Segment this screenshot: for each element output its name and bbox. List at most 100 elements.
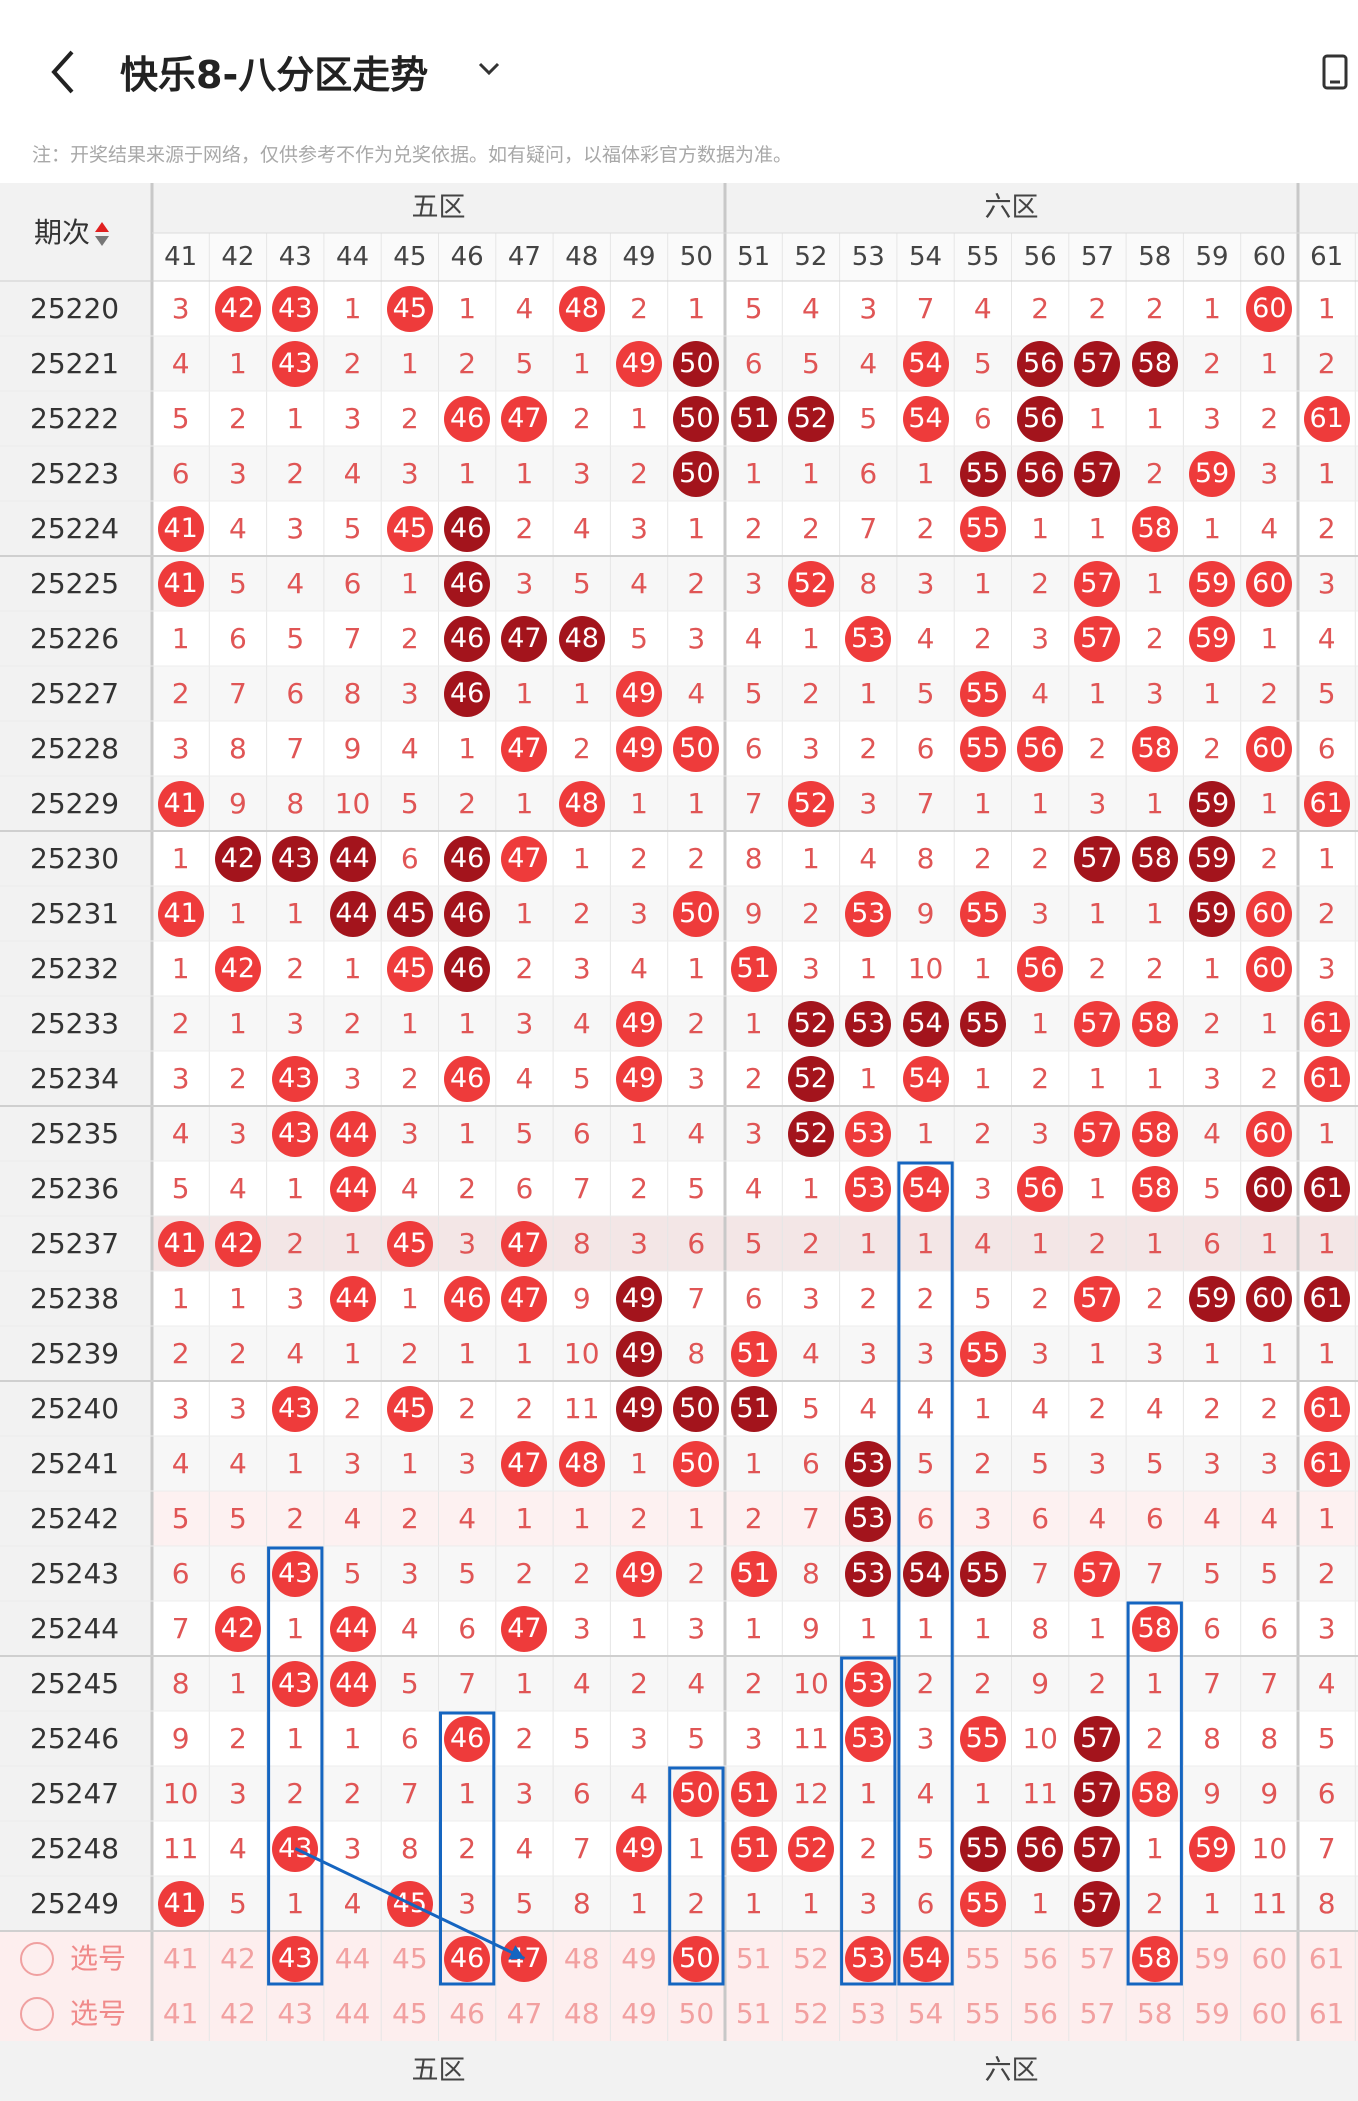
select-number[interactable]: 41 (162, 1942, 199, 1975)
miss-count: 3 (1260, 457, 1279, 490)
select-row-label[interactable]: 选号 (70, 1997, 127, 2030)
miss-count: 1 (973, 1392, 992, 1425)
select-number[interactable]: 59 (1194, 1942, 1230, 1975)
select-number[interactable]: 48 (563, 1942, 600, 1975)
select-number[interactable]: 49 (621, 1942, 657, 1975)
miss-count: 4 (744, 1172, 763, 1205)
hit-ball[interactable]: 58 (1131, 1935, 1178, 1982)
repeat-ball: 55 (959, 1000, 1006, 1047)
select-number[interactable]: 47 (506, 1997, 543, 2030)
select-number[interactable]: 46 (449, 1997, 485, 2030)
select-number[interactable]: 61 (1308, 1942, 1345, 1975)
hit-ball: 60 (1246, 890, 1293, 937)
column-number: 57 (1080, 242, 1114, 272)
select-number[interactable]: 57 (1079, 1942, 1116, 1975)
select-number[interactable]: 45 (392, 1997, 428, 2030)
hit-ball[interactable]: 47 (501, 1935, 548, 1982)
miss-count: 2 (515, 1557, 534, 1590)
miss-count: 2 (286, 1227, 305, 1260)
miss-count: 3 (744, 1117, 763, 1150)
miss-count: 1 (687, 787, 706, 820)
hit-ball: 57 (1074, 1550, 1121, 1597)
miss-count: 5 (171, 1172, 190, 1205)
select-number[interactable]: 48 (563, 1997, 600, 2030)
select-number[interactable]: 42 (220, 1997, 256, 2030)
miss-count: 6 (973, 402, 992, 435)
select-number[interactable]: 54 (907, 1997, 944, 2030)
row-bg (152, 611, 1358, 666)
miss-count: 1 (1317, 1502, 1336, 1535)
hit-ball[interactable]: 54 (902, 1935, 949, 1982)
miss-count: 1 (859, 1612, 878, 1645)
select-number[interactable]: 55 (965, 1942, 1001, 1975)
miss-count: 2 (973, 1667, 992, 1700)
hit-ball[interactable]: 50 (673, 1935, 720, 1982)
select-number[interactable]: 43 (277, 1997, 314, 2030)
select-number[interactable]: 51 (735, 1997, 772, 2030)
miss-count: 1 (1088, 1172, 1107, 1205)
repeat-ball: 55 (959, 1550, 1006, 1597)
repeat-ball: 46 (444, 945, 491, 992)
miss-count: 1 (859, 677, 878, 710)
select-number[interactable]: 59 (1194, 1997, 1230, 2030)
miss-count: 6 (1203, 1227, 1221, 1260)
miss-count: 1 (744, 457, 763, 490)
select-number[interactable]: 57 (1079, 1997, 1116, 2030)
miss-count: 8 (1203, 1722, 1221, 1755)
select-radio-icon[interactable] (20, 1941, 54, 1976)
miss-count: 5 (630, 622, 648, 655)
hit-ball[interactable]: 43 (272, 1935, 319, 1982)
sort-icon[interactable] (94, 220, 110, 248)
miss-count: 3 (802, 952, 820, 985)
select-radio-icon[interactable] (20, 1996, 54, 2031)
select-number[interactable]: 49 (621, 1997, 657, 2030)
select-number[interactable]: 44 (334, 1942, 371, 1975)
select-number[interactable]: 52 (793, 1997, 829, 2030)
miss-count: 4 (400, 1172, 419, 1205)
miss-count: 2 (687, 1007, 706, 1040)
back-arrow-icon[interactable] (44, 44, 84, 100)
select-number[interactable]: 41 (162, 1997, 199, 2030)
select-number[interactable]: 42 (220, 1942, 256, 1975)
period-header[interactable]: 期次 (34, 211, 110, 251)
select-number[interactable]: 53 (850, 1997, 887, 2030)
miss-count: 4 (400, 1612, 419, 1645)
hit-ball[interactable]: 53 (845, 1935, 892, 1982)
miss-count: 3 (515, 567, 534, 600)
select-number[interactable]: 58 (1136, 1997, 1173, 2030)
select-row-label[interactable]: 选号 (70, 1942, 127, 1975)
miss-count: 1 (1031, 787, 1050, 820)
select-number[interactable]: 56 (1022, 1997, 1058, 2030)
chevron-down-icon[interactable] (474, 54, 504, 84)
miss-count: 1 (1088, 1612, 1107, 1645)
miss-count: 1 (229, 347, 247, 380)
miss-count: 8 (1031, 1612, 1050, 1645)
select-number[interactable]: 50 (678, 1997, 715, 2030)
select-number[interactable]: 51 (735, 1942, 772, 1975)
select-number[interactable]: 56 (1022, 1942, 1058, 1975)
miss-count: 5 (1260, 1557, 1279, 1590)
hit-ball: 43 (272, 285, 319, 332)
device-icon[interactable] (1322, 52, 1358, 92)
select-number[interactable]: 60 (1251, 1997, 1288, 2030)
miss-count: 3 (572, 1612, 591, 1645)
page-title[interactable]: 快乐8-八分区走势 (120, 53, 429, 97)
hit-ball: 55 (959, 890, 1006, 937)
miss-count: 2 (572, 897, 591, 930)
miss-count: 2 (286, 1502, 305, 1535)
select-number[interactable]: 45 (392, 1942, 428, 1975)
hit-ball[interactable]: 46 (444, 1935, 491, 1982)
miss-count: 5 (687, 1172, 706, 1205)
select-number[interactable]: 60 (1251, 1942, 1288, 1975)
miss-count: 9 (1260, 1777, 1279, 1810)
miss-count: 4 (744, 622, 763, 655)
select-number[interactable]: 44 (334, 1997, 371, 2030)
miss-count: 2 (1031, 842, 1050, 875)
repeat-ball: 52 (787, 1055, 834, 1102)
select-number[interactable]: 55 (965, 1997, 1001, 2030)
hit-ball: 45 (386, 505, 433, 552)
miss-count: 3 (1031, 1117, 1050, 1150)
miss-count: 2 (1088, 1227, 1107, 1260)
select-number[interactable]: 52 (793, 1942, 829, 1975)
select-number[interactable]: 61 (1308, 1997, 1345, 2030)
